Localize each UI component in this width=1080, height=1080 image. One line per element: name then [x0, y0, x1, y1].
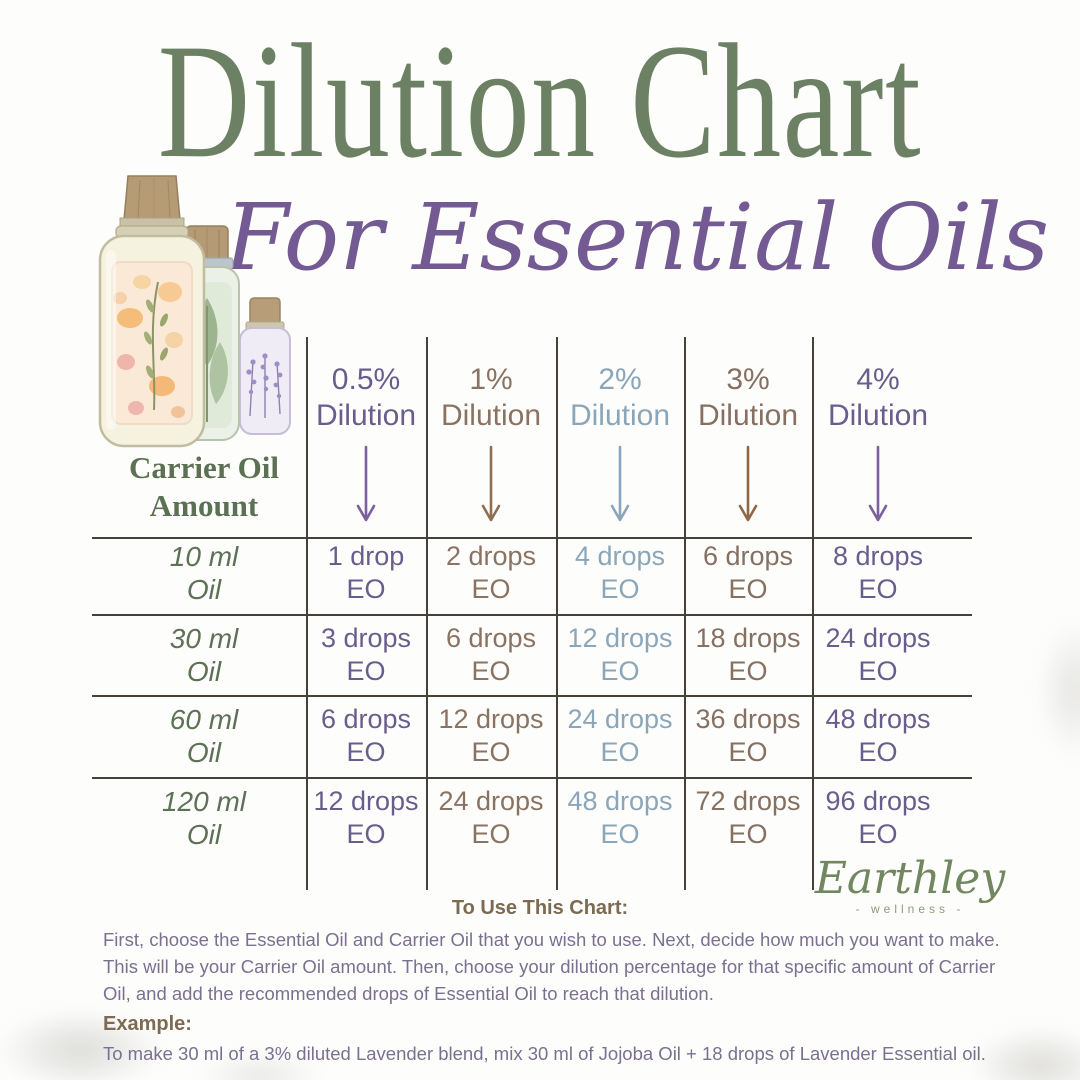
- table-cell: 8 drops EO: [832, 541, 924, 604]
- column-percent: 4%: [856, 363, 900, 396]
- brand-logo: Earthley: [814, 853, 1006, 904]
- row-unit: Oil: [186, 737, 222, 768]
- example-paragraph: To make 30 ml of a 3% diluted Lavender b…: [103, 1043, 986, 1064]
- table-column-divider: [426, 337, 428, 890]
- brand-tagline: - wellness -: [855, 902, 965, 916]
- table-cell: 24 drops EO: [825, 623, 931, 686]
- example-heading: Example:: [103, 1013, 192, 1035]
- row-header-60ml: 60 ml Oil: [108, 703, 300, 769]
- howto-heading: To Use This Chart:: [451, 897, 629, 919]
- table-column-divider: [812, 337, 814, 890]
- column-header-3: 3% Dilution: [673, 362, 823, 533]
- row-unit: Oil: [186, 819, 222, 850]
- column-label: Dilution: [569, 399, 671, 432]
- table-cell: 12 drops EO: [313, 786, 419, 849]
- down-arrow-icon: [481, 445, 501, 522]
- table-cell: 3 drops EO: [320, 623, 412, 686]
- down-arrow-icon: [738, 445, 758, 522]
- column-header-2: 2% Dilution: [545, 362, 695, 533]
- row-axis-title: Carrier Oil Amount: [104, 449, 304, 525]
- table-row-divider: [92, 695, 972, 697]
- column-percent: 2%: [598, 363, 642, 396]
- row-amount: 60 ml: [169, 704, 239, 735]
- down-arrow-icon: [356, 445, 376, 522]
- table-cell: 4 drops EO: [574, 541, 666, 604]
- table-column-divider: [556, 337, 558, 890]
- row-header-120ml: 120 ml Oil: [108, 785, 300, 851]
- row-header-10ml: 10 ml Oil: [108, 540, 300, 606]
- row-amount: 120 ml: [161, 786, 247, 817]
- table-row-divider: [92, 614, 972, 616]
- table-cell: 12 drops EO: [438, 704, 544, 767]
- column-percent: 3%: [726, 363, 770, 396]
- table-row-divider: [92, 537, 972, 539]
- column-label: Dilution: [315, 399, 417, 432]
- column-header-0: 0.5% Dilution: [291, 362, 441, 533]
- table-cell: 72 drops EO: [695, 786, 801, 849]
- small-lavender-bottle: [239, 297, 291, 435]
- table-cell: 48 drops EO: [825, 704, 931, 767]
- table-cell: 96 drops EO: [825, 786, 931, 849]
- table-cell: 6 drops EO: [320, 704, 412, 767]
- large-flower-bottle: [98, 175, 206, 448]
- table-cell: 24 drops EO: [567, 704, 673, 767]
- table-cell: 6 drops EO: [445, 623, 537, 686]
- table-cell: 24 drops EO: [438, 786, 544, 849]
- column-header-1: 1% Dilution: [416, 362, 566, 533]
- column-label: Dilution: [697, 399, 799, 432]
- row-header-30ml: 30 ml Oil: [108, 622, 300, 688]
- table-cell: 6 drops EO: [702, 541, 794, 604]
- table-cell: 2 drops EO: [445, 541, 537, 604]
- howto-line: First, choose the Essential Oil and Carr…: [103, 929, 1000, 950]
- row-amount: 30 ml: [169, 623, 239, 654]
- watercolor-texture: [1020, 590, 1080, 790]
- row-amount: 10 ml: [169, 541, 239, 572]
- page-subtitle: For Essential Oils: [225, 184, 1050, 291]
- essential-oil-bottles-illustration: [98, 175, 291, 448]
- page-title: Dilution Chart: [157, 11, 923, 192]
- table-cell: 18 drops EO: [695, 623, 801, 686]
- column-label: Dilution: [827, 399, 929, 432]
- down-arrow-icon: [610, 445, 630, 522]
- row-axis-title-line1: Carrier Oil: [128, 450, 280, 485]
- howto-line: This will be your Carrier Oil amount. Th…: [103, 956, 996, 977]
- column-percent: 1%: [469, 363, 513, 396]
- row-unit: Oil: [186, 574, 222, 605]
- column-header-4: 4% Dilution: [803, 362, 953, 533]
- table-cell: 12 drops EO: [567, 623, 673, 686]
- howto-line: Oil, and add the recommended drops of Es…: [103, 983, 714, 1004]
- column-percent: 0.5%: [331, 363, 401, 396]
- table-cell: 1 drop EO: [327, 541, 405, 604]
- table-column-divider: [306, 337, 308, 890]
- table-column-divider: [684, 337, 686, 890]
- howto-paragraph: First, choose the Essential Oil and Carr…: [103, 926, 1033, 1007]
- table-row-divider: [92, 777, 972, 779]
- row-axis-title-line2: Amount: [149, 488, 259, 523]
- down-arrow-icon: [868, 445, 888, 522]
- table-cell: 48 drops EO: [567, 786, 673, 849]
- table-cell: 36 drops EO: [695, 704, 801, 767]
- column-label: Dilution: [440, 399, 542, 432]
- row-unit: Oil: [186, 656, 222, 687]
